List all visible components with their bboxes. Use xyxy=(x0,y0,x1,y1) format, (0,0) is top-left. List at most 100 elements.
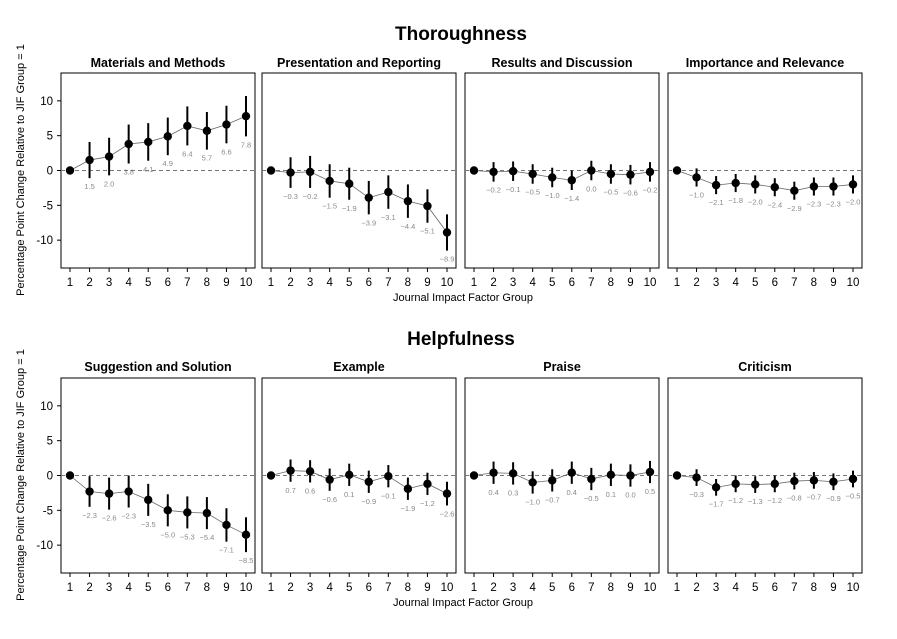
x-tick-label: 9 xyxy=(627,582,633,594)
data-label: −1.0 xyxy=(689,191,704,200)
data-label: −0.8 xyxy=(787,493,802,502)
series-line-example xyxy=(270,470,448,494)
x-tick-label: 6 xyxy=(165,582,171,594)
data-point xyxy=(403,196,413,206)
data-point xyxy=(286,466,295,475)
panel-materials-and-methods: Materials and Methods 1 2 3 4 5 6 7 8 9 10 -10 -5 0 5 1… xyxy=(36,56,256,289)
x-tick-label: 5 xyxy=(752,582,758,594)
series-line-praise xyxy=(473,471,651,483)
data-label: −0.6 xyxy=(322,495,337,504)
data-point xyxy=(144,495,153,505)
data-point xyxy=(423,479,432,489)
data-label: −2.6 xyxy=(440,509,455,518)
data-label: −7.1 xyxy=(219,546,234,555)
panel-title-materials-and-methods: Materials and Methods xyxy=(91,56,226,70)
data-label: −2.9 xyxy=(787,204,802,213)
data-label: 0.1 xyxy=(606,490,616,499)
data-point xyxy=(567,468,576,477)
x-tick-label: 1 xyxy=(67,582,73,594)
data-point xyxy=(222,520,231,530)
x-axis-label-helpfulness: Journal Impact Factor Group xyxy=(393,597,533,609)
data-label: −8.9 xyxy=(440,255,455,264)
x-tick-label: 3 xyxy=(713,277,719,289)
x-tick-label: 2 xyxy=(490,277,496,289)
data-label: −1.3 xyxy=(748,497,763,506)
data-point xyxy=(672,166,682,175)
data-point xyxy=(645,467,655,477)
data-label: 4.1 xyxy=(143,165,153,174)
data-point xyxy=(645,167,655,177)
data-label: 0.5 xyxy=(645,487,655,496)
data-point xyxy=(345,470,354,480)
data-point xyxy=(848,180,858,189)
x-tick-label: 1 xyxy=(268,277,274,289)
x-tick-label: 6 xyxy=(569,582,575,594)
data-point xyxy=(222,120,231,129)
x-tick-label: 4 xyxy=(125,277,132,289)
data-label: 1.5 xyxy=(84,182,94,191)
x-tick-label: 1 xyxy=(268,582,274,594)
x-tick-label: 3 xyxy=(713,582,719,594)
data-point xyxy=(692,473,701,482)
x-tick-label: 1 xyxy=(471,277,477,289)
data-point xyxy=(469,471,479,480)
panel-criticism: Criticism 1 2 3 4 5 6 7 8 9 10 −0.3 −1.7 −1.2 −1.3 −1.2… xyxy=(667,360,863,594)
data-label: −0.2 xyxy=(486,186,501,195)
data-label: −0.1 xyxy=(381,491,396,500)
y-tick-label: -10 xyxy=(36,235,53,247)
data-point xyxy=(442,228,452,237)
series-line-importance-and-relevance xyxy=(676,170,854,192)
series-line-materials-and-methods xyxy=(69,115,247,171)
data-point xyxy=(286,168,295,177)
data-label: −2.1 xyxy=(709,198,724,207)
x-tick-label: 7 xyxy=(184,277,190,289)
data-label: −8.5 xyxy=(239,556,254,565)
data-label: −4.4 xyxy=(400,222,415,231)
data-point xyxy=(104,152,114,161)
x-tick-label: 5 xyxy=(145,582,151,594)
x-tick-label: 2 xyxy=(693,582,699,594)
data-point xyxy=(489,468,498,477)
data-label: −2.3 xyxy=(826,200,841,209)
data-label: −1.9 xyxy=(342,204,357,213)
series-line-presentation-and-reporting xyxy=(270,170,448,233)
x-tick-label: 7 xyxy=(184,582,190,594)
data-label: −0.2 xyxy=(643,186,658,195)
data-label: 2.0 xyxy=(104,179,114,188)
data-point xyxy=(85,487,94,496)
data-label: −3.5 xyxy=(141,520,156,529)
data-label: 5.7 xyxy=(202,154,212,163)
x-tick-label: 5 xyxy=(549,277,555,289)
y-tick-label: -10 xyxy=(36,540,53,552)
panel-suggestion-and-solution: Suggestion and Solution 1 2 3 4 5 6 7 8 9 10 -10 -5 0… xyxy=(36,360,256,594)
panel-title-example: Example xyxy=(333,360,384,374)
data-label: 0.1 xyxy=(344,490,354,499)
x-tick-label: 7 xyxy=(791,582,797,594)
panel-title-praise: Praise xyxy=(543,360,581,374)
x-tick-label: 5 xyxy=(346,582,352,594)
data-point xyxy=(384,471,393,481)
data-point xyxy=(183,121,192,131)
x-tick-label: 3 xyxy=(106,582,112,594)
x-tick-label: 9 xyxy=(424,277,430,289)
x-tick-label: 4 xyxy=(732,582,739,594)
data-label: 4.9 xyxy=(163,159,173,168)
data-point xyxy=(241,530,251,539)
x-tick-label: 4 xyxy=(326,277,333,289)
data-point xyxy=(751,180,760,189)
data-label: 0.6 xyxy=(305,486,315,495)
section-title-thoroughness: Thoroughness xyxy=(395,24,527,45)
data-point xyxy=(606,470,616,480)
data-point xyxy=(751,480,760,489)
data-label: −0.3 xyxy=(283,192,298,201)
x-tick-label: 8 xyxy=(811,277,817,289)
data-label: −0.5 xyxy=(525,188,540,197)
data-label: −3.1 xyxy=(381,213,396,222)
data-point xyxy=(770,183,779,192)
data-point xyxy=(104,489,114,498)
data-label: 0.7 xyxy=(285,486,295,495)
data-label: −5.3 xyxy=(180,532,195,541)
x-tick-label: 4 xyxy=(125,582,132,594)
